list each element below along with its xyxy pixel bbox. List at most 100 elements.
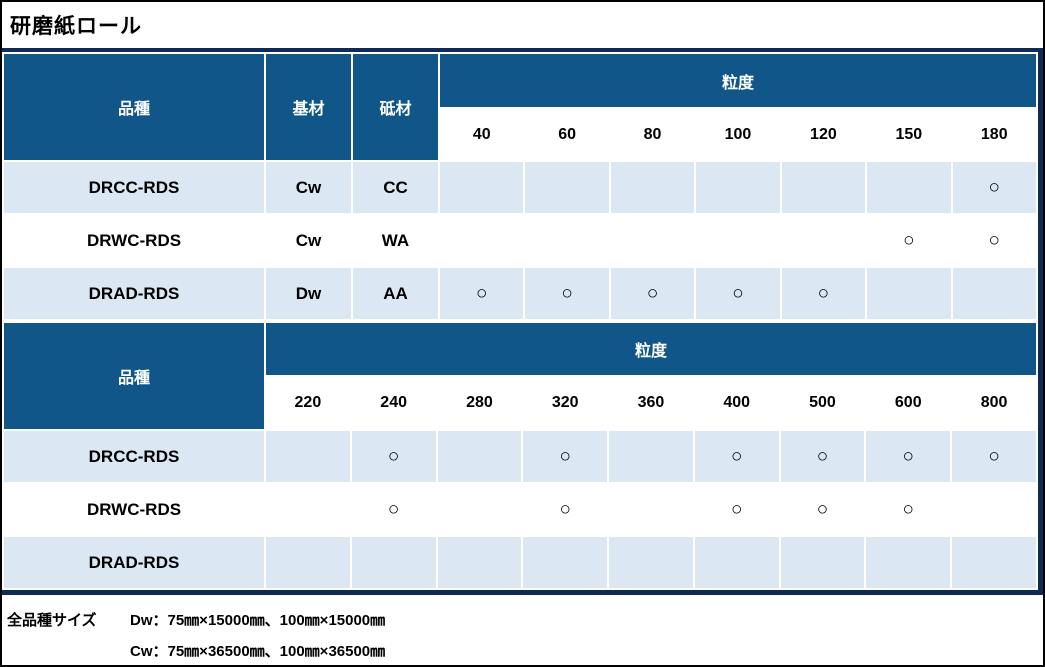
- availability-cell: ○: [778, 482, 867, 537]
- grit-size-header: 120: [779, 107, 868, 162]
- grit-size-header: 100: [694, 107, 782, 162]
- availability-cell: [435, 535, 524, 590]
- availability-cell: [607, 482, 695, 537]
- product-name: DRWC-RDS: [2, 482, 266, 537]
- size-note-line-1: 全品種サイズ Dw：75㎜×15000㎜、100㎜×15000㎜: [7, 605, 1043, 636]
- product-name: DRCC-RDS: [2, 160, 266, 215]
- availability-cell: ○: [608, 266, 697, 321]
- availability-cell: [435, 482, 524, 537]
- table-row: DRWC-RDS Cw WA ○ ○: [2, 213, 1039, 268]
- table-row: DRCC-RDS Cw CC ○: [2, 160, 1039, 215]
- spec-tables: 品種 基材 砥材 粒度 40 60 80 100 120 150 180 DRC…: [2, 48, 1043, 595]
- grit-size-header: 400: [692, 375, 781, 431]
- availability-cell: [864, 535, 953, 590]
- availability-cell: [523, 213, 611, 268]
- availability-cell: [950, 535, 1038, 590]
- size-note-line-2: Cw：75㎜×36500㎜、100㎜×36500㎜: [130, 636, 1043, 665]
- availability-cell: [521, 535, 610, 590]
- product-name: DRAD-RDS: [2, 535, 266, 590]
- availability-cell: ○: [437, 266, 526, 321]
- availability-cell: [607, 535, 695, 590]
- availability-cell: ○: [349, 482, 438, 537]
- abrasive-material: WA: [351, 213, 440, 268]
- base-material: Dw: [264, 266, 353, 321]
- availability-cell: [523, 160, 611, 215]
- availability-cell: ○: [950, 429, 1038, 484]
- col-header-grit: 粒度: [438, 52, 1038, 109]
- col-header-product: 品種: [2, 321, 266, 431]
- product-name: DRAD-RDS: [2, 266, 266, 321]
- availability-cell: ○: [779, 266, 868, 321]
- availability-cell: ○: [864, 429, 953, 484]
- table-row: DRAD-RDS: [2, 535, 1038, 590]
- availability-cell: [694, 160, 782, 215]
- col-header-abrasive-material: 砥材: [351, 52, 440, 162]
- availability-cell: [264, 429, 352, 484]
- grit-size-header: 240: [349, 375, 438, 431]
- availability-cell: ○: [523, 266, 611, 321]
- grit-table-coarse: 品種 基材 砥材 粒度 40 60 80 100 120 150 180 DRC…: [2, 52, 1039, 321]
- col-header-grit: 粒度: [264, 321, 1038, 377]
- availability-cell: [694, 213, 782, 268]
- grit-table-fine: 品種 粒度 220 240 280 320 360 400 500 600 80…: [2, 321, 1038, 590]
- grit-size-header: 40: [437, 107, 526, 162]
- availability-cell: ○: [521, 482, 610, 537]
- availability-cell: ○: [692, 429, 781, 484]
- abrasive-material: CC: [351, 160, 440, 215]
- availability-cell: [950, 482, 1038, 537]
- availability-cell: ○: [950, 160, 1039, 215]
- table-row: DRAD-RDS Dw AA ○ ○ ○ ○ ○: [2, 266, 1039, 321]
- availability-cell: ○: [864, 482, 953, 537]
- grit-size-header: 320: [521, 375, 610, 431]
- abrasive-material: AA: [351, 266, 440, 321]
- grit-size-header: 800: [950, 375, 1038, 431]
- col-header-product: 品種: [2, 52, 266, 162]
- availability-cell: [435, 429, 524, 484]
- grit-size-header: 80: [608, 107, 697, 162]
- size-note-label: 全品種サイズ: [7, 612, 97, 629]
- availability-cell: ○: [692, 482, 781, 537]
- grit-size-header: 180: [950, 107, 1039, 162]
- product-name: DRWC-RDS: [2, 213, 266, 268]
- availability-cell: [779, 160, 868, 215]
- availability-cell: ○: [349, 429, 438, 484]
- base-material: Cw: [264, 213, 353, 268]
- availability-cell: [607, 429, 695, 484]
- availability-cell: [865, 266, 953, 321]
- availability-cell: [778, 535, 867, 590]
- grit-size-header: 600: [864, 375, 953, 431]
- grit-size-header: 280: [435, 375, 524, 431]
- grit-size-header: 150: [865, 107, 953, 162]
- availability-cell: ○: [950, 213, 1039, 268]
- availability-cell: [692, 535, 781, 590]
- availability-cell: [779, 213, 868, 268]
- grit-size-header: 500: [778, 375, 867, 431]
- availability-cell: ○: [865, 213, 953, 268]
- availability-cell: [264, 535, 352, 590]
- grit-size-header: 60: [523, 107, 611, 162]
- base-material: Cw: [264, 160, 353, 215]
- availability-cell: [264, 482, 352, 537]
- size-note: 全品種サイズ Dw：75㎜×15000㎜、100㎜×15000㎜ Cw：75㎜×3…: [2, 595, 1043, 665]
- availability-cell: ○: [521, 429, 610, 484]
- size-note-cw: Cw：75㎜×36500㎜、100㎜×36500㎜: [130, 643, 386, 660]
- availability-cell: [865, 160, 953, 215]
- availability-cell: [608, 160, 697, 215]
- availability-cell: [437, 160, 526, 215]
- page-title: 研磨紙ロール: [10, 15, 142, 38]
- availability-cell: ○: [778, 429, 867, 484]
- table-row: DRCC-RDS ○ ○ ○ ○ ○ ○: [2, 429, 1038, 484]
- grit-size-header: 220: [264, 375, 352, 431]
- availability-cell: ○: [694, 266, 782, 321]
- product-name: DRCC-RDS: [2, 429, 266, 484]
- availability-cell: [349, 535, 438, 590]
- size-note-dw: Dw：75㎜×15000㎜、100㎜×15000㎜: [130, 612, 386, 629]
- title-bar: 研磨紙ロール: [2, 2, 1043, 48]
- availability-cell: [437, 213, 526, 268]
- col-header-base-material: 基材: [264, 52, 353, 162]
- grit-size-header: 360: [607, 375, 695, 431]
- availability-cell: [950, 266, 1039, 321]
- availability-cell: [608, 213, 697, 268]
- table-row: DRWC-RDS ○ ○ ○ ○ ○: [2, 482, 1038, 537]
